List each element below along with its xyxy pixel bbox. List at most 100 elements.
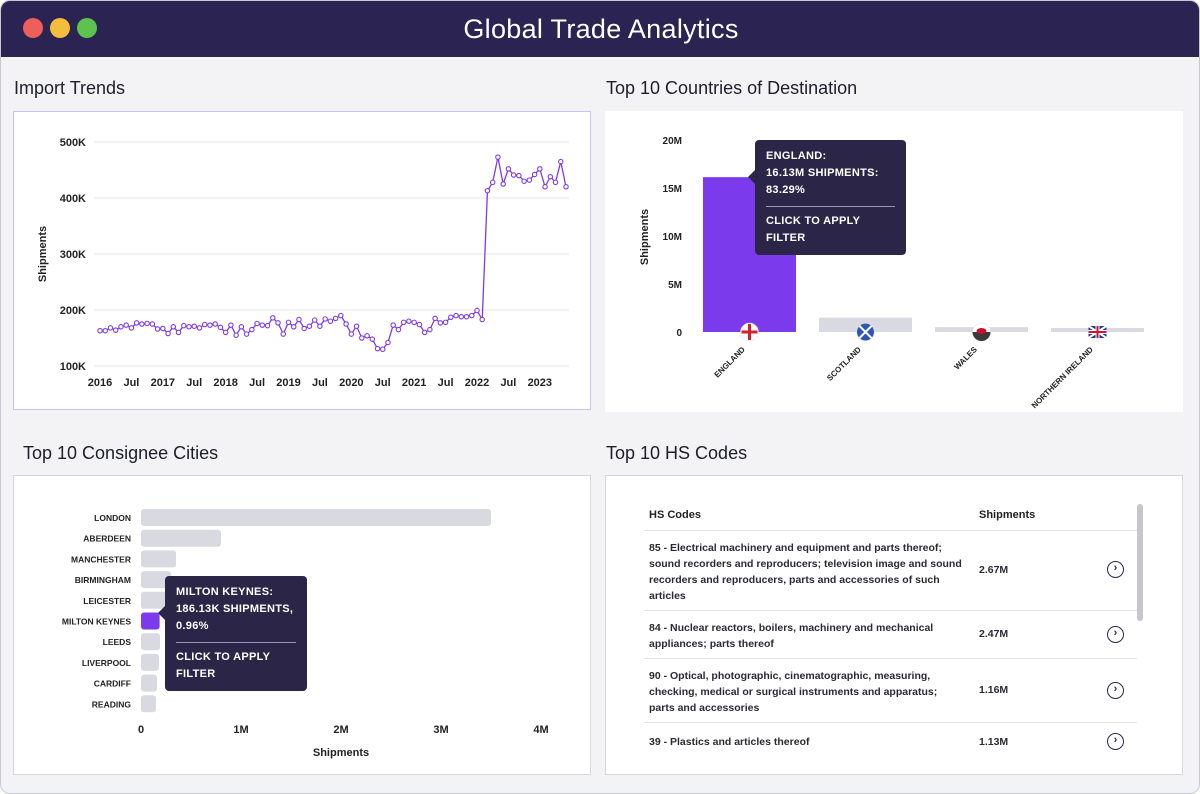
apply-filter-action[interactable]: CLICK TO APPLY FILTER [766,215,861,244]
table-row[interactable]: 90 - Optical, photographic, cinematograp… [644,659,1137,723]
x-tick-label: Jul [375,377,391,389]
x-tick-label: 4M [533,724,548,736]
data-point [107,325,114,331]
data-point [516,172,522,179]
x-tick-label: Jul [438,377,454,389]
data-point [327,318,334,324]
column-header-hs-codes[interactable]: HS Codes [649,509,701,521]
data-point [175,329,182,336]
data-point [458,313,465,320]
data-point [416,321,423,328]
data-point [254,320,260,327]
x-tick-label: 0 [138,724,144,736]
data-point [270,315,276,321]
category-label: WALES [952,345,979,372]
column-header-shipments[interactable]: Shipments [979,509,1036,521]
data-point [547,173,554,180]
data-point [500,181,506,187]
x-tick-label: 1M [233,724,248,736]
data-point [123,322,129,328]
x-tick-label: 2019 [276,377,300,389]
hs-code-description: 39 - Plastics and articles thereof [649,736,810,748]
data-point [170,324,177,330]
category-label: SCOTLAND [825,345,863,383]
data-point [144,320,150,327]
data-point [285,319,292,326]
bar-aberdeen [141,529,221,547]
data-point [463,313,470,320]
bar-birmingham [141,571,171,589]
hs-code-shipments: 2.47M [979,628,1009,640]
data-point [385,339,391,346]
data-point [259,322,266,328]
cities-chart[interactable]: LONDON ABERDEEN MANCHESTER BIRMINGHAM LEICES… [14,476,592,776]
arrow-right-circle-icon[interactable]: › [1107,626,1124,643]
apply-filter-action[interactable]: CLICK TO APPLY FILTER [176,651,271,680]
y-tick-label: 500K [60,137,86,149]
y-tick-label: 100K [60,361,86,373]
tooltip-value: 16.13M SHIPMENTS: [766,167,879,179]
data-point [102,327,108,334]
data-point [442,319,449,326]
data-point [379,346,386,352]
data-point [542,184,548,190]
import-trends-card[interactable]: 100K 200K 300K 400K 500K 2016 Jul 2017 Jul 2018 Ju… [13,111,591,410]
table-header: HS Codes Shipments [644,502,1137,531]
data-point [201,321,208,328]
data-point [238,324,245,330]
data-point [400,319,407,326]
hs-codes-title: Top 10 HS Codes [606,443,748,463]
data-point [296,316,302,323]
data-point [526,177,533,183]
data-point [149,321,156,327]
data-point [531,171,538,178]
table-row[interactable]: 84 - Nuclear reactors, boilers, machiner… [644,611,1137,659]
x-tick-label: Jul [500,377,516,389]
minimize-window-button[interactable] [50,18,70,38]
table-scrollbar[interactable] [1137,504,1143,621]
tooltip-percent: 83.29% [766,184,806,196]
tooltip-title: MILTON KEYNES: [176,586,274,598]
data-point [275,320,281,326]
category-label: ENGLAND [713,345,747,379]
data-point [222,329,229,336]
data-point [191,323,197,329]
data-point [186,324,192,330]
tooltip-pointer [748,170,755,184]
data-point [505,166,512,172]
import-trends-chart[interactable]: 100K 200K 300K 400K 500K 2016 Jul 2017 Jul 2018 Ju… [14,112,592,411]
data-point [181,322,187,329]
category-label: LIVERPOOL [82,658,131,668]
table-row[interactable]: 85 - Electrical machinery and equipment … [644,531,1137,611]
bar-reading [141,695,156,713]
data-point [196,325,203,331]
category-label: BIRMINGHAM [75,575,131,585]
data-point [411,319,417,326]
hs-code-description: 90 - Optical, photographic, cinematograp… [649,670,938,714]
data-point [128,325,135,331]
table-row[interactable]: 39 - Plastics and articles thereof 1.13M… [644,723,1137,761]
tooltip-title: ENGLAND: [766,150,827,162]
destination-tooltip[interactable]: ENGLAND: 16.13M SHIPMENTS: 83.29% CLICK … [748,140,906,255]
hs-code-shipments: 1.13M [979,736,1009,748]
city-tooltip[interactable]: MILTON KEYNES: 186.13K SHIPMENTS, 0.96% … [158,576,307,691]
category-label: LONDON [94,513,131,523]
data-point [306,323,313,329]
data-point [290,324,297,330]
category-label: ABERDEEN [83,534,131,544]
data-point [233,332,239,338]
y-tick-label: 20M [663,136,682,147]
maximize-window-button[interactable] [77,18,97,38]
close-window-button[interactable] [23,18,43,38]
arrow-right-circle-icon[interactable]: › [1107,733,1124,750]
arrow-right-circle-icon[interactable]: › [1107,561,1124,578]
arrow-right-circle-icon[interactable]: › [1107,682,1124,699]
data-point [212,321,218,327]
data-point [322,316,328,322]
data-point [421,329,428,336]
x-tick-label: Jul [249,377,265,389]
y-tick-label: 200K [60,305,86,317]
x-tick-label: 2017 [151,377,175,389]
data-point [118,324,124,330]
title-bar: Global Trade Analytics [1,1,1199,57]
